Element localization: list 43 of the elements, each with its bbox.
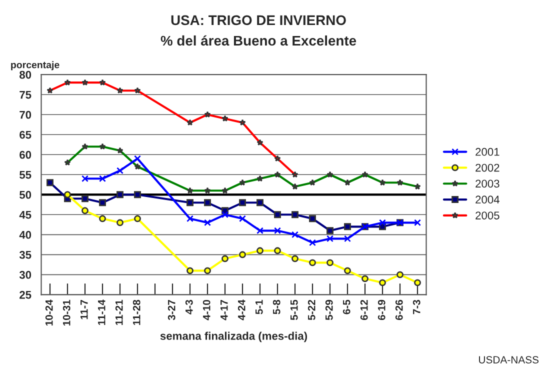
x-tick-label: 6-5 bbox=[342, 300, 350, 314]
x-tick-label: 5-8 bbox=[272, 300, 280, 314]
x-tick-label: 3-27 bbox=[168, 300, 176, 320]
legend-label: 2002 bbox=[476, 164, 500, 172]
text: USDA-NASS bbox=[479, 356, 539, 364]
chart-title: USA: TRIGO DE INVIERNO bbox=[171, 15, 346, 26]
x-axis-title: semana finalizada (mes-dia) bbox=[160, 332, 307, 342]
x-tick-label: 11-28 bbox=[132, 300, 140, 325]
legend-label: 2005 bbox=[476, 212, 500, 220]
chart-subtitle: % del área Bueno a Excelente bbox=[160, 35, 356, 46]
y-axis-title: porcentaje bbox=[11, 61, 60, 70]
x-tick-label: 4-24 bbox=[238, 300, 246, 320]
x-tick-label: 6-12 bbox=[360, 300, 368, 320]
x-tick-label: 11-14 bbox=[98, 300, 106, 325]
legend-label: 2003 bbox=[476, 180, 500, 188]
x-tick-label: 10-31 bbox=[62, 300, 70, 326]
x-tick-label: 5-22 bbox=[308, 300, 316, 320]
y-tick-label: 80 bbox=[20, 70, 32, 79]
y-tick-label: 50 bbox=[20, 190, 32, 199]
x-tick-label: 5-1 bbox=[256, 300, 263, 314]
y-tick-label: 40 bbox=[19, 230, 32, 239]
x-tick-label: 4-10 bbox=[202, 300, 210, 320]
legend-label: 2001 bbox=[476, 148, 500, 156]
x-tick-label: 4-3 bbox=[185, 300, 193, 314]
y-tick-label: 35 bbox=[19, 250, 32, 259]
x-tick-label: 10-24 bbox=[45, 300, 53, 326]
y-tick-label: 70 bbox=[20, 110, 32, 119]
legend-label: 2004 bbox=[476, 196, 500, 204]
y-tick-label: 30 bbox=[19, 270, 32, 279]
y-tick-label: 75 bbox=[20, 90, 32, 99]
x-tick-label: 7-3 bbox=[412, 300, 420, 314]
x-tick-label: 6-26 bbox=[395, 300, 403, 320]
y-tick-label: 60 bbox=[20, 150, 32, 159]
x-tick-label: 6-19 bbox=[378, 300, 386, 320]
x-tick-label: 4-17 bbox=[220, 300, 228, 320]
y-tick-label: 65 bbox=[20, 130, 32, 139]
y-tick-label: 55 bbox=[20, 171, 32, 179]
x-tick-label: 11-7 bbox=[80, 300, 88, 320]
y-tick-label: 45 bbox=[19, 211, 32, 219]
x-tick-label: 5-15 bbox=[290, 300, 298, 320]
x-tick-label: 11-21 bbox=[115, 300, 123, 325]
x-tick-label: 5-29 bbox=[325, 300, 333, 320]
y-tick-label: 25 bbox=[20, 290, 32, 299]
